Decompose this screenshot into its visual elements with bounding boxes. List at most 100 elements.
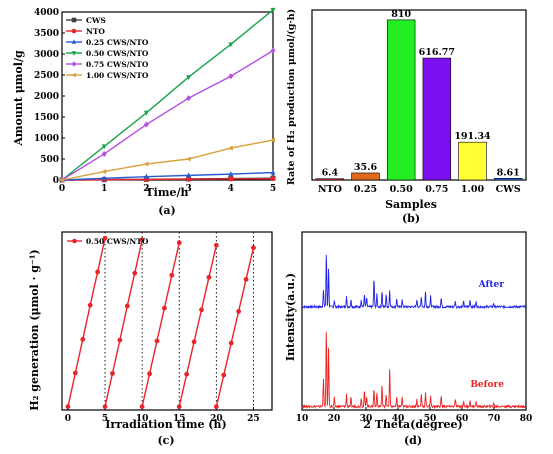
- panel-b-bar-2: [386, 19, 416, 181]
- panel-a-point-5-0: [59, 177, 64, 183]
- panel-a-xtick-label: 0: [59, 184, 65, 194]
- panel-a-line-4: [61, 50, 274, 181]
- panel-c-ylabel: H₂ generation (μmol · g⁻¹): [28, 249, 41, 411]
- panel-a-point-3-1: [101, 144, 107, 150]
- panel-b-category-label-4: 1.00: [461, 184, 485, 195]
- panel-d-frame: [301, 231, 527, 411]
- panel-d: 10 20 30 40 50 60 70 80 After Before 2 Theta(de…: [284, 231, 532, 447]
- panel-a-line-3: [61, 9, 274, 181]
- panel-a-legend-label-2: 0.25 CWS/NTO: [86, 38, 149, 47]
- panel-a-series: [59, 7, 276, 183]
- panel-c-point-3-0: [176, 404, 182, 410]
- panel-b-xlabel: Samples: [385, 198, 437, 211]
- panel-c-legend-label: 0.50 CWS/NTO: [86, 237, 149, 246]
- panel-c-point-2-3: [162, 305, 167, 311]
- panel-c-xtick-label: 25: [247, 414, 260, 424]
- panel-a-xtick-label: 4: [228, 184, 234, 194]
- panel-c-xtick-label: 5: [102, 414, 108, 424]
- panel-a-point-3-4: [228, 42, 234, 48]
- panel-a-point-2-2: [143, 173, 149, 179]
- panel-a-point-2-3: [186, 172, 192, 178]
- panel-d-xtick-label: 30: [360, 414, 373, 424]
- panel-c-point-2-4: [169, 272, 175, 278]
- panel-a-xtick-label: 2: [143, 184, 149, 194]
- panel-b-category-label-5: CWS: [496, 184, 521, 195]
- panel-d-xtick-label: 20: [328, 414, 341, 424]
- panel-c-point-1-4: [132, 270, 138, 276]
- panel-a-legend-label-5: 1.00 CWS/NTO: [86, 71, 149, 80]
- panel-a-legend-marker-2: [71, 39, 77, 44]
- panel-a-point-3-5: [270, 7, 276, 13]
- panel-b-value-label-5: 8.61: [497, 167, 520, 178]
- panel-c-point-4-1: [221, 372, 227, 378]
- panel-b-bar-5: [493, 177, 523, 181]
- panel-d-xtick-label: 50: [424, 414, 437, 424]
- panel-c-point-3-4: [206, 274, 212, 280]
- panel-b-bar-3: [422, 57, 452, 181]
- panel-a-ytick-label: 1500: [34, 113, 59, 123]
- panel-a-point-1-4: [228, 176, 234, 182]
- panel-c-point-0-0: [65, 404, 71, 410]
- panel-a-point-5-4: [227, 145, 233, 151]
- panel-c-point-2-5: [176, 240, 182, 246]
- panel-c-point-1-5: [139, 237, 145, 243]
- panel-b-value-label-4: 191.34: [454, 131, 491, 142]
- panel-a-point-3-3: [186, 75, 192, 81]
- panel-c-point-2-1: [147, 371, 152, 377]
- panel-b-category-label-0: NTO: [318, 184, 342, 195]
- panel-a-legend-marker-4: [71, 61, 77, 67]
- panel-c: 0 5 10 15 20 25 0.50 CWS/NTO Irradiation time…: [28, 231, 273, 447]
- panel-a: 0 1 2 3 4 5 0 500 1000 1500 2000 2500 3000 3500 4000 C…: [12, 7, 276, 217]
- panel-b-category-label-3: 0.75: [425, 184, 448, 195]
- panel-a-ytick-label: 1000: [34, 134, 59, 144]
- panel-a-legend-label-4: 0.75 CWS/NTO: [86, 60, 149, 69]
- panel-b-bar-4: [458, 141, 487, 181]
- panel-a-ytick-label: 2000: [34, 92, 59, 102]
- panel-c-point-2-0: [139, 404, 145, 410]
- panel-b-bar-0: [315, 178, 345, 181]
- panel-d-xtick-label: 70: [488, 414, 501, 424]
- panel-c-cycle-line-3: [178, 245, 218, 407]
- panel-d-xtick-label: 60: [456, 414, 469, 424]
- panel-b-bars: 6.4 35.6 810 616.77 191.34 8.61: [315, 9, 523, 181]
- panel-b-value-label-0: 6.4: [322, 168, 339, 179]
- panel-a-legend-label-3: 0.50 CWS/NTO: [86, 49, 149, 58]
- panel-a-point-4-3: [186, 95, 192, 102]
- panel-a-ylabel: Amount μmol/g: [12, 50, 25, 147]
- panel-a-legend-marker-3: [71, 51, 77, 56]
- panel-a-line-2: [61, 171, 274, 181]
- panel-c-point-0-4: [95, 269, 101, 275]
- panel-c-cycle-line-2: [141, 242, 180, 407]
- panel-b-value-label-2: 810: [391, 9, 411, 20]
- panel-c-point-3-2: [191, 339, 197, 345]
- panel-a-axes: 0 1 2 3 4 5 0 500 1000 1500 2000 2500 3000 3500 4000: [34, 8, 276, 194]
- panel-d-xtick-label: 10: [296, 414, 309, 424]
- panel-c-legend-marker: [72, 238, 77, 244]
- panel-c-point-0-3: [87, 302, 93, 308]
- panel-c-point-1-1: [110, 371, 115, 376]
- panel-c-xtick-label: 20: [210, 414, 223, 424]
- panel-a-ytick-label: 2500: [34, 71, 59, 81]
- panel-c-point-2-2: [154, 338, 160, 344]
- panel-c-point-4-0: [213, 404, 219, 410]
- panel-b-category-label-1: 0.25: [354, 184, 377, 195]
- panel-a-point-2-1: [101, 175, 107, 181]
- panel-a-point-4-2: [143, 121, 149, 128]
- panel-d-pattern-after: [301, 254, 527, 310]
- panel-c-point-3-3: [199, 307, 204, 313]
- panel-c-xlabel: Irradiation time (h): [105, 418, 226, 431]
- panel-c-point-0-5: [102, 235, 108, 241]
- panel-d-series-label-after: After: [478, 280, 505, 290]
- panel-a-point-4-4: [228, 73, 234, 80]
- panel-a-xtick-label: 3: [185, 184, 191, 194]
- panel-c-point-4-3: [236, 309, 242, 314]
- panel-c-label: (c): [157, 434, 174, 447]
- panel-c-point-4-4: [243, 277, 249, 282]
- panel-a-point-5-2: [143, 161, 149, 167]
- panel-a-legend-marker-0: [71, 17, 77, 23]
- panel-a-legend-label-0: CWS: [86, 16, 106, 25]
- panel-a-line-5: [61, 139, 274, 181]
- panel-d-axes: 10 20 30 40 50 60 70 80: [296, 231, 532, 424]
- panel-c-point-0-1: [72, 370, 78, 376]
- panel-b-frame: [311, 9, 527, 181]
